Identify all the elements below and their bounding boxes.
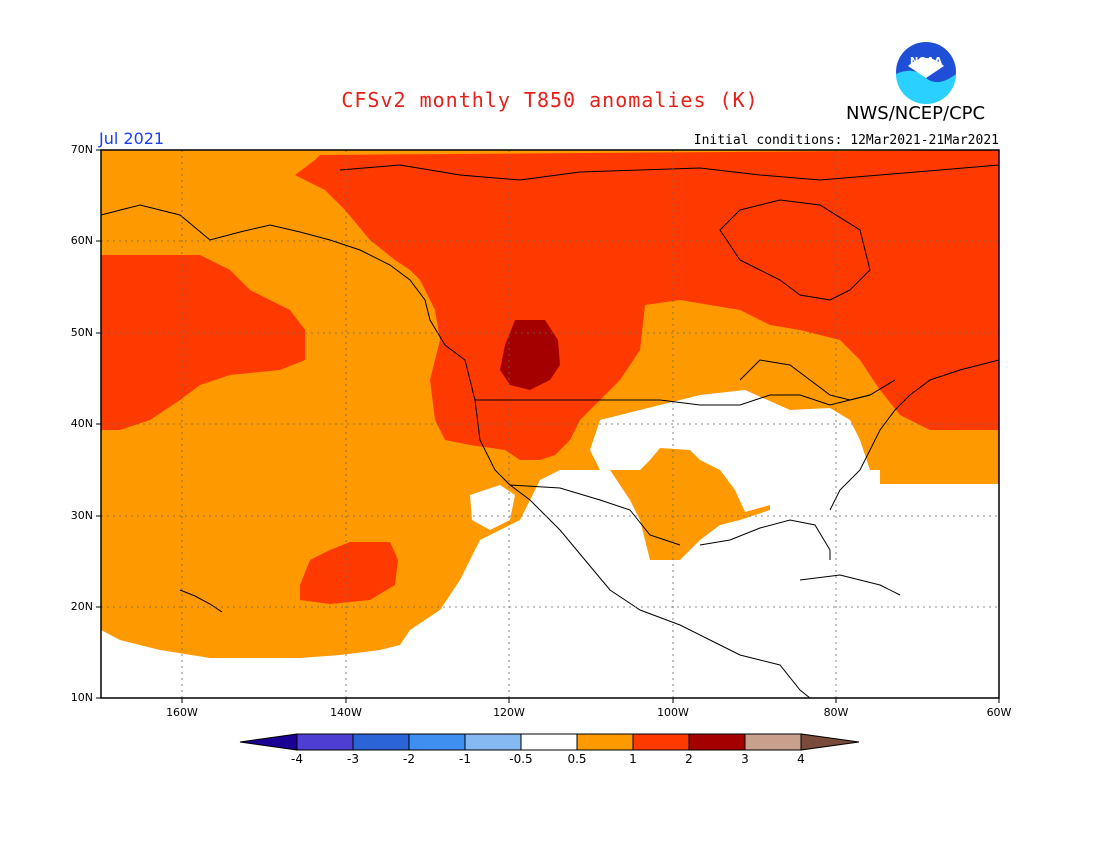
neutral-baja bbox=[470, 485, 515, 530]
colorbar-segment bbox=[464, 733, 522, 751]
coastline-gulf bbox=[699, 519, 831, 560]
lat-label: 20N bbox=[70, 600, 93, 613]
coastline-east bbox=[829, 359, 999, 511]
agency-label: NWS/NCEP/CPC bbox=[846, 103, 986, 124]
colorbar-tick-label: -0.5 bbox=[509, 752, 533, 766]
lon-label: 160W bbox=[166, 706, 198, 719]
anomaly-region-1-2-subtropics bbox=[300, 542, 398, 604]
lat-label: 10N bbox=[70, 691, 93, 704]
colorbar-tick-label: -1 bbox=[459, 752, 471, 766]
lat-label: 60N bbox=[70, 234, 93, 247]
colorbar-segment bbox=[352, 733, 410, 751]
colorbar-segment bbox=[520, 733, 578, 751]
colorbar-tick-label: -2 bbox=[403, 752, 415, 766]
lon-label: 120W bbox=[493, 706, 525, 719]
initial-conditions: Initial conditions: 12Mar2021-21Mar2021 bbox=[693, 133, 999, 148]
colorbar-tick-label: 4 bbox=[797, 752, 805, 766]
lon-label: 100W bbox=[657, 706, 689, 719]
colorbar-arrow-low bbox=[239, 733, 298, 751]
colorbar-segment bbox=[576, 733, 634, 751]
colorbar-tick-label: 0.5 bbox=[567, 752, 587, 766]
lat-label: 40N bbox=[70, 417, 93, 430]
lon-label: 140W bbox=[330, 706, 362, 719]
lon-label: 80W bbox=[823, 706, 849, 719]
colorbar-tick-label: 2 bbox=[685, 752, 693, 766]
colorbar-tick-label: 1 bbox=[629, 752, 637, 766]
noaa-logo-icon: NOAA bbox=[896, 42, 956, 104]
lon-label: 60W bbox=[986, 706, 1012, 719]
logo-text: NOAA bbox=[910, 56, 942, 67]
colorbar-segment bbox=[744, 733, 802, 751]
hawaii bbox=[179, 589, 223, 613]
colorbar-segment bbox=[688, 733, 746, 751]
chart-title: CFSv2 monthly T850 anomalies (K) bbox=[341, 88, 759, 112]
lat-label: 50N bbox=[70, 326, 93, 339]
neutral-us bbox=[590, 390, 870, 512]
colorbar-segment bbox=[408, 733, 466, 751]
mexico-border bbox=[509, 484, 681, 546]
forecast-month: Jul 2021 bbox=[99, 129, 165, 148]
colorbar-arrow-high bbox=[800, 733, 860, 751]
anomaly-region-2-3 bbox=[500, 320, 560, 390]
colorbar-segment bbox=[632, 733, 690, 751]
coastline-hudson bbox=[719, 199, 871, 301]
coastline-arctic bbox=[339, 164, 999, 181]
colorbar-tick-label: 3 bbox=[741, 752, 749, 766]
lat-label: 70N bbox=[70, 143, 93, 156]
lat-label: 30N bbox=[70, 509, 93, 522]
coastline-north-america bbox=[101, 204, 811, 698]
great-lakes bbox=[739, 359, 871, 401]
anomaly-region-1-2-pacific bbox=[101, 255, 305, 430]
colorbar-tick-label: -3 bbox=[347, 752, 359, 766]
colorbar-segment bbox=[296, 733, 354, 751]
cuba bbox=[799, 574, 901, 596]
colorbar-tick-label: -4 bbox=[291, 752, 303, 766]
